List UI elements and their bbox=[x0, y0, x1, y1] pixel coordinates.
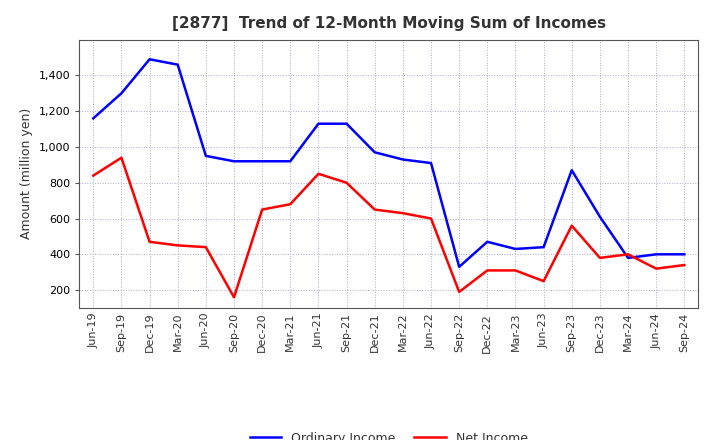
Net Income bbox=[427, 216, 436, 221]
Ordinary Income bbox=[652, 252, 660, 257]
Ordinary Income bbox=[427, 161, 436, 166]
Net Income bbox=[652, 266, 660, 271]
Ordinary Income bbox=[230, 159, 238, 164]
Ordinary Income bbox=[145, 57, 154, 62]
Ordinary Income bbox=[567, 168, 576, 173]
Net Income bbox=[145, 239, 154, 245]
Ordinary Income bbox=[370, 150, 379, 155]
Legend: Ordinary Income, Net Income: Ordinary Income, Net Income bbox=[245, 427, 533, 440]
Ordinary Income bbox=[455, 264, 464, 269]
Net Income bbox=[202, 245, 210, 250]
Net Income bbox=[258, 207, 266, 212]
Net Income bbox=[680, 262, 688, 268]
Net Income bbox=[483, 268, 492, 273]
Net Income bbox=[314, 171, 323, 176]
Ordinary Income bbox=[174, 62, 182, 67]
Ordinary Income bbox=[539, 245, 548, 250]
Net Income bbox=[174, 243, 182, 248]
Line: Net Income: Net Income bbox=[94, 158, 684, 297]
Ordinary Income bbox=[680, 252, 688, 257]
Ordinary Income bbox=[286, 159, 294, 164]
Net Income bbox=[511, 268, 520, 273]
Y-axis label: Amount (million yen): Amount (million yen) bbox=[20, 108, 33, 239]
Ordinary Income bbox=[117, 91, 126, 96]
Ordinary Income bbox=[314, 121, 323, 126]
Net Income bbox=[455, 289, 464, 294]
Net Income bbox=[89, 173, 98, 178]
Ordinary Income bbox=[89, 116, 98, 121]
Title: [2877]  Trend of 12-Month Moving Sum of Incomes: [2877] Trend of 12-Month Moving Sum of I… bbox=[172, 16, 606, 32]
Net Income bbox=[567, 223, 576, 228]
Ordinary Income bbox=[399, 157, 408, 162]
Net Income bbox=[342, 180, 351, 185]
Ordinary Income bbox=[202, 153, 210, 158]
Net Income bbox=[230, 295, 238, 300]
Ordinary Income bbox=[342, 121, 351, 126]
Net Income bbox=[539, 279, 548, 284]
Ordinary Income bbox=[624, 255, 632, 260]
Net Income bbox=[399, 210, 408, 216]
Net Income bbox=[624, 252, 632, 257]
Ordinary Income bbox=[595, 214, 604, 220]
Ordinary Income bbox=[258, 159, 266, 164]
Line: Ordinary Income: Ordinary Income bbox=[94, 59, 684, 267]
Ordinary Income bbox=[483, 239, 492, 245]
Ordinary Income bbox=[511, 246, 520, 252]
Net Income bbox=[117, 155, 126, 160]
Net Income bbox=[370, 207, 379, 212]
Net Income bbox=[286, 202, 294, 207]
Net Income bbox=[595, 255, 604, 260]
